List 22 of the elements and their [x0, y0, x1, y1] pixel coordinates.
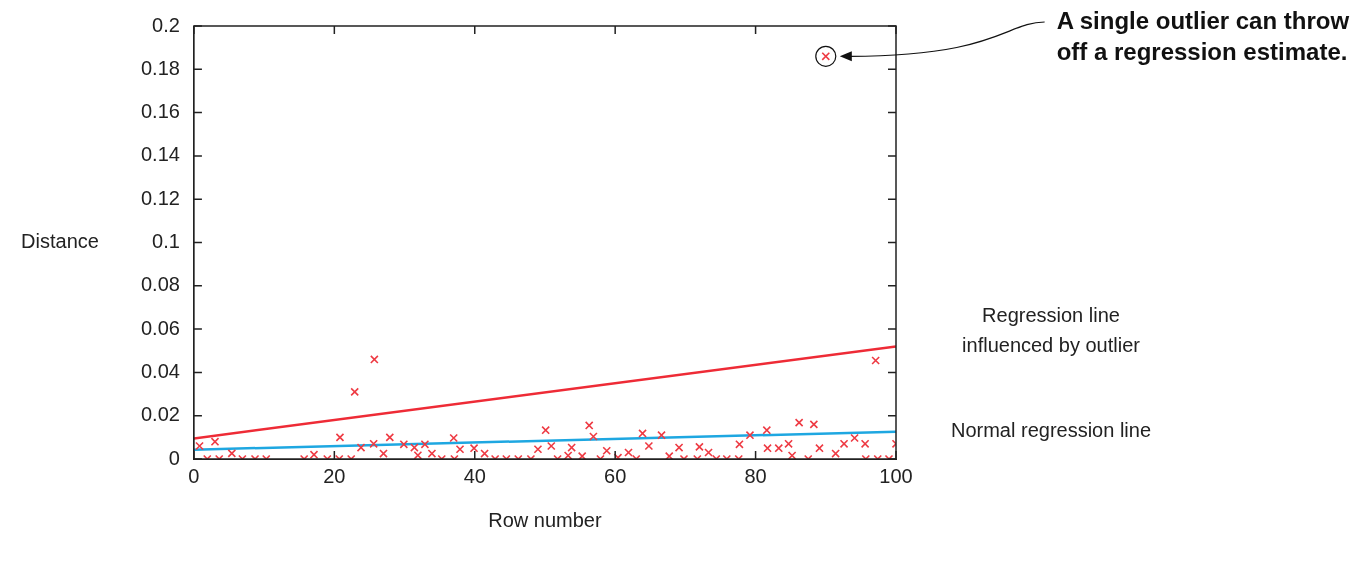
y-tick-label: 0.2	[152, 13, 180, 36]
y-tick-label: 0.06	[140, 316, 180, 339]
y-tick-label: 0.18	[140, 56, 180, 79]
text: Regression line influenced by outlier	[962, 303, 1141, 356]
text: Normal regression line	[950, 419, 1152, 442]
y-tick-label: 0	[168, 446, 180, 469]
y-tick-label: 0.14	[140, 143, 180, 166]
x-tick-label: 60	[604, 464, 627, 487]
x-tick-label: 0	[188, 464, 200, 487]
x-tick-label: 100	[879, 464, 913, 487]
y-axis-title: Distance	[21, 230, 99, 253]
y-tick-label: 0.1	[152, 230, 180, 253]
y-tick-label: 0.12	[140, 186, 180, 209]
x-axis-title: Row number	[488, 508, 602, 531]
y-tick-label: 0.16	[140, 100, 180, 123]
text: A single outlier can throw off a regression estimate.	[1056, 6, 1350, 65]
y-tick-label: 0.08	[140, 273, 180, 296]
y-tick-label: 0.02	[140, 403, 180, 426]
x-tick-label: 20	[323, 464, 346, 487]
y-tick-label: 0.04	[140, 359, 180, 382]
x-tick-label: 80	[744, 464, 767, 487]
x-tick-label: 40	[463, 464, 486, 487]
